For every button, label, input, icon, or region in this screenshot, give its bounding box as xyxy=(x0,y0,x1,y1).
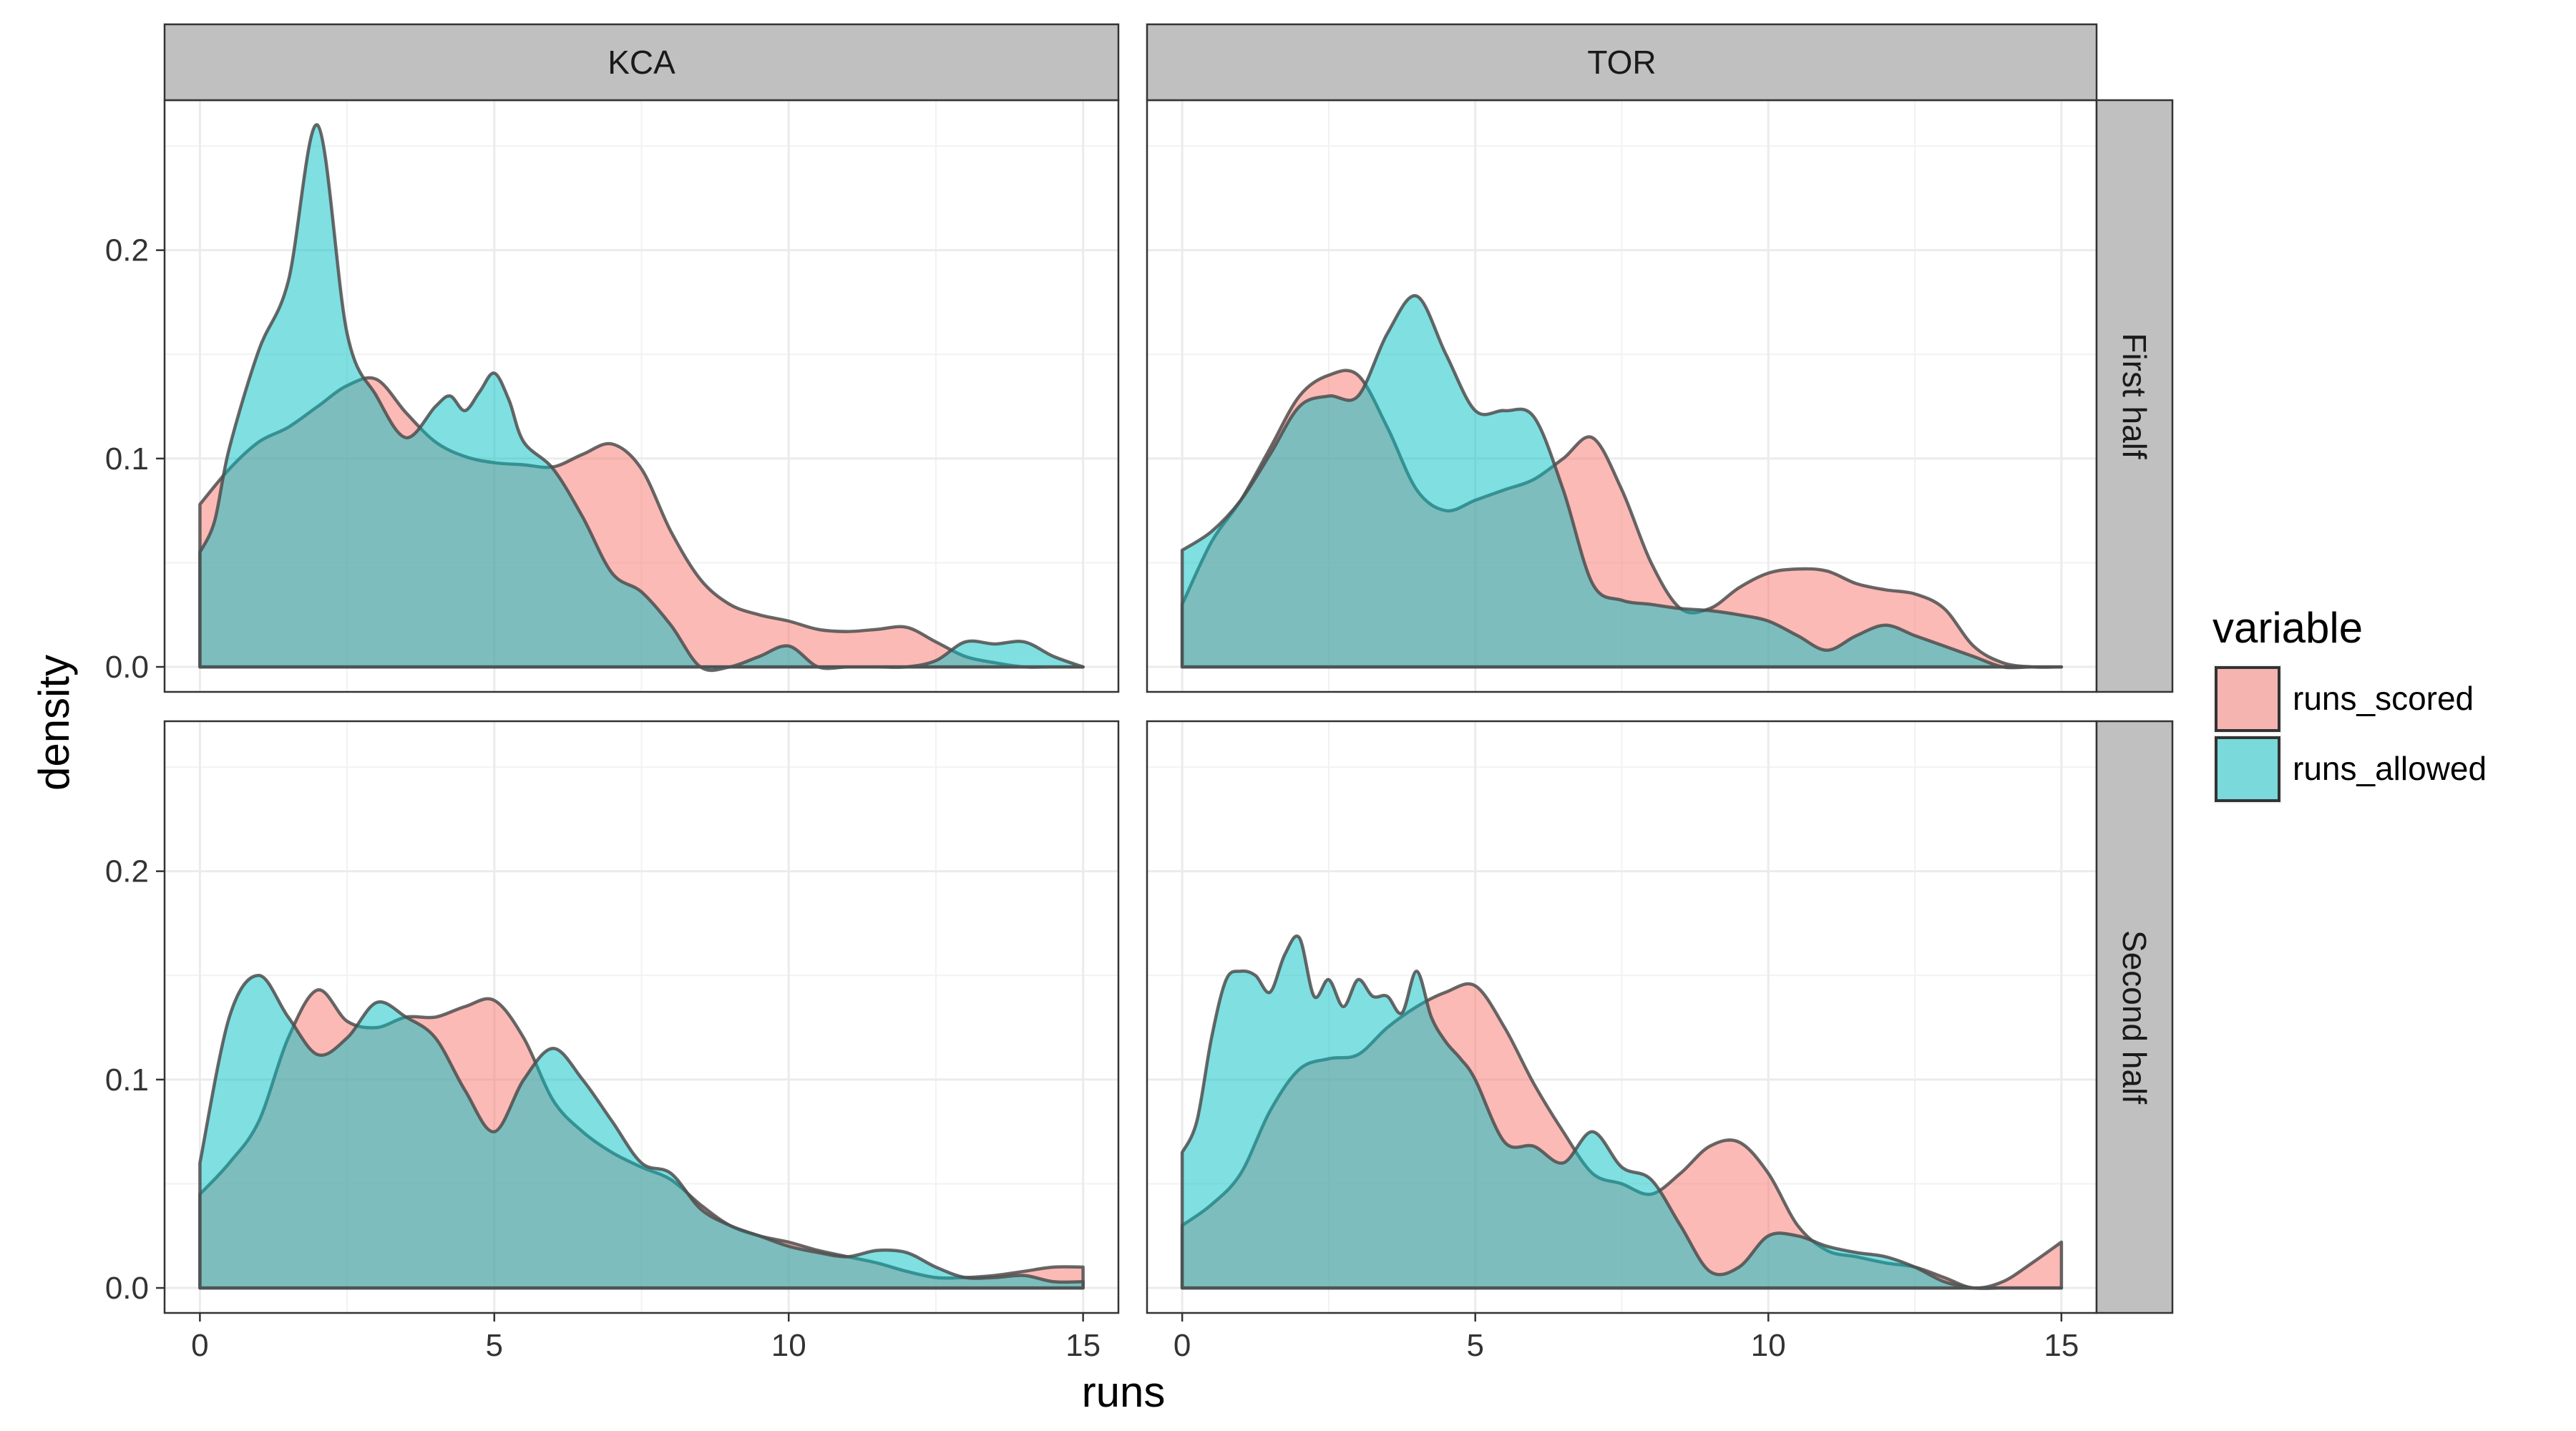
x-tick-label: 5 xyxy=(486,1328,503,1363)
strip-second-half: Second half xyxy=(2095,720,2174,1314)
legend-entry-runs-scored: runs_scored xyxy=(2212,663,2474,735)
strip-background xyxy=(2095,720,2174,1314)
x-tick-label: 15 xyxy=(2044,1328,2079,1363)
x-tick-label: 15 xyxy=(1065,1328,1101,1363)
facet-strips: KCA TOR First half Second half xyxy=(163,23,2174,1314)
strip-label: First half xyxy=(2116,333,2153,459)
strip-background xyxy=(1146,23,2098,102)
panel-tor-first-half xyxy=(1146,99,2098,693)
strip-background xyxy=(2095,99,2174,693)
panel-kca-second-half xyxy=(163,720,1120,1314)
y-tick-label: 0.1 xyxy=(105,441,149,477)
density-area-runs-allowed xyxy=(198,974,1085,1290)
strip-first-half: First half xyxy=(2095,99,2174,693)
x-tick-label: 10 xyxy=(771,1328,806,1363)
legend-label: runs_scored xyxy=(2293,680,2474,717)
x-tick-label: 0 xyxy=(191,1328,208,1363)
legend-label: runs_allowed xyxy=(2293,750,2487,787)
strip-tor: TOR xyxy=(1146,23,2098,102)
strip-label: KCA xyxy=(608,44,675,81)
legend: variable runs_scored runs_allowed xyxy=(2212,604,2487,805)
legend-title: variable xyxy=(2212,604,2363,652)
x-tick-label: 0 xyxy=(1174,1328,1191,1363)
panel-tor-second-half xyxy=(1146,720,2098,1314)
y-axis-title: density xyxy=(30,655,78,791)
strip-kca: KCA xyxy=(163,23,1120,102)
x-tick-label: 5 xyxy=(1466,1328,1483,1363)
strip-label: TOR xyxy=(1587,44,1656,81)
y-tick-label: 0.2 xyxy=(105,233,149,268)
y-tick-label: 0.1 xyxy=(105,1063,149,1098)
x-tick-label: 10 xyxy=(1751,1328,1786,1363)
density-area-runs-allowed xyxy=(1180,934,2064,1290)
facet-panels xyxy=(163,99,2098,1314)
y-tick-label: 0.0 xyxy=(105,1271,149,1306)
strip-label: Second half xyxy=(2116,930,2153,1104)
x-axis-title: runs xyxy=(1082,1368,1166,1416)
legend-swatch xyxy=(2215,666,2280,732)
axes: 0.0 0.1 0.2 0.0 0.1 0.2 0 5 10 15 0 5 10 15 xyxy=(105,233,2079,1363)
density-area-runs-allowed xyxy=(1180,294,2064,670)
strip-background xyxy=(163,23,1120,102)
y-tick-label: 0.2 xyxy=(105,854,149,889)
panel-border xyxy=(163,720,1120,1314)
panel-kca-first-half xyxy=(163,99,1120,693)
y-tick-label: 0.0 xyxy=(105,650,149,685)
legend-entry-runs-allowed: runs_allowed xyxy=(2212,733,2487,805)
legend-swatch xyxy=(2215,736,2280,802)
density-area-runs-allowed xyxy=(198,123,1085,673)
